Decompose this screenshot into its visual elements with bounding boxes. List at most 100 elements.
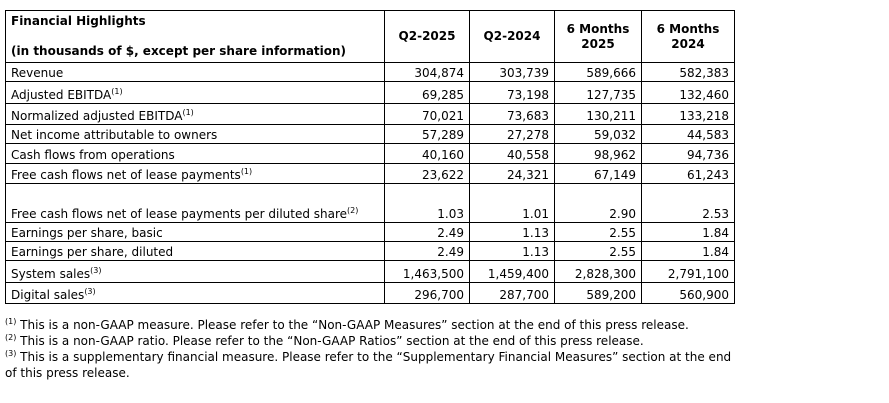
value-cell: 69,285: [384, 81, 470, 104]
value-cell: 67,149: [554, 163, 642, 184]
value-cell: 2.49: [384, 222, 470, 242]
column-header-line: 6 Months: [566, 21, 630, 36]
table-row: Earnings per share, basic 2.49 1.13 2.55 1.8…: [5, 222, 735, 242]
row-label-text: Free cash flows net of lease payments: [11, 168, 241, 182]
footnote-text: This is a non-GAAP measure. Please refer…: [20, 318, 689, 332]
header-row: Financial Highlights (in thousands of $,…: [5, 10, 735, 63]
value-cell: 59,032: [554, 124, 642, 144]
row-label-text: Net income attributable to owners: [11, 128, 218, 142]
value-cell: 560,900: [641, 282, 735, 304]
value-cell: 70,021: [384, 103, 470, 125]
value-cell: 303,739: [469, 62, 555, 82]
value-cell: 1.03: [384, 183, 470, 223]
value-cell: 2.55: [554, 241, 642, 261]
value-cell: 127,735: [554, 81, 642, 104]
footnote-marker: (3): [5, 349, 17, 358]
table-row: Earnings per share, diluted 2.49 1.13 2.55 1…: [5, 241, 735, 261]
footnote-ref: (1): [240, 167, 253, 176]
row-label: Adjusted EBITDA(1): [5, 81, 385, 104]
value-cell: 40,558: [469, 143, 555, 164]
value-cell: 589,666: [554, 62, 642, 82]
value-cell: 132,460: [641, 81, 735, 104]
footnote-marker: (1): [5, 317, 17, 326]
footnotes: (1) This is a non-GAAP measure. Please r…: [5, 317, 735, 381]
footnote: (3) This is a supplementary financial me…: [5, 349, 735, 381]
value-cell: 589,200: [554, 282, 642, 304]
value-cell: 1.84: [641, 241, 735, 261]
row-label: Earnings per share, basic: [5, 222, 385, 242]
value-cell: 582,383: [641, 62, 735, 82]
footnote: (1) This is a non-GAAP measure. Please r…: [5, 317, 735, 333]
value-cell: 130,211: [554, 103, 642, 125]
table-row: Net income attributable to owners 57,289 2…: [5, 124, 735, 144]
row-label: Revenue: [5, 62, 385, 82]
value-cell: 2.53: [641, 183, 735, 223]
row-label: Cash flows from operations: [5, 143, 385, 164]
value-cell: 94,736: [641, 143, 735, 164]
value-cell: 24,321: [469, 163, 555, 184]
value-cell: 287,700: [469, 282, 555, 304]
row-label-text: Revenue: [11, 66, 64, 80]
value-cell: 2.90: [554, 183, 642, 223]
value-cell: 1,463,500: [384, 260, 470, 283]
value-cell: 40,160: [384, 143, 470, 164]
table-row: Free cash flows net of lease payments pe…: [5, 183, 735, 223]
value-cell: 1.13: [469, 241, 555, 261]
column-header-line: 6 Months: [656, 21, 720, 36]
column-header: 6 Months 2024: [641, 10, 735, 63]
value-cell: 61,243: [641, 163, 735, 184]
value-cell: 23,622: [384, 163, 470, 184]
header-cell: Financial Highlights (in thousands of $,…: [5, 10, 385, 63]
value-cell: 133,218: [641, 103, 735, 125]
row-label: Free cash flows net of lease payments pe…: [5, 183, 385, 223]
table-subtitle: (in thousands of $, except per share inf…: [11, 44, 347, 58]
row-label-text: Normalized adjusted EBITDA: [11, 109, 183, 123]
column-header: Q2-2024: [469, 10, 555, 63]
footnote-ref: (3): [90, 266, 102, 275]
column-header-line: 2025: [581, 36, 615, 51]
value-cell: 1.84: [641, 222, 735, 242]
row-label-text: Cash flows from operations: [11, 148, 175, 162]
value-cell: 2,828,300: [554, 260, 642, 283]
value-cell: 296,700: [384, 282, 470, 304]
row-label-text: Earnings per share, basic: [11, 226, 163, 240]
column-header-line: Q2-2024: [483, 29, 541, 43]
value-cell: 1,459,400: [469, 260, 555, 283]
table-row: Adjusted EBITDA(1) 69,285 73,198 127,735 132…: [5, 81, 735, 104]
column-header: 6 Months 2025: [554, 10, 642, 63]
footnote-text: This is a non-GAAP ratio. Please refer t…: [20, 334, 644, 348]
row-label: System sales(3): [5, 260, 385, 283]
table-row: Normalized adjusted EBITDA(1) 70,021 73,68…: [5, 103, 735, 125]
footnote-text: This is a supplementary financial measur…: [5, 350, 732, 380]
value-cell: 304,874: [384, 62, 470, 82]
value-cell: 98,962: [554, 143, 642, 164]
row-label: Digital sales(3): [5, 282, 385, 304]
value-cell: 2.49: [384, 241, 470, 261]
footnote-ref: (1): [182, 108, 194, 117]
table-row: Free cash flows net of lease payments(1)…: [5, 163, 735, 184]
table-row: Revenue 304,874 303,739 589,666 582,383: [5, 62, 735, 82]
row-label: Earnings per share, diluted: [5, 241, 385, 261]
column-header: Q2-2025: [384, 10, 470, 63]
value-cell: 1.13: [469, 222, 555, 242]
footnote-ref: (3): [84, 287, 96, 296]
row-label: Net income attributable to owners: [5, 124, 385, 144]
footnote-ref: (1): [111, 87, 123, 96]
value-cell: 73,683: [469, 103, 555, 125]
row-label-text: Adjusted EBITDA: [11, 88, 112, 102]
financial-table: Financial Highlights (in thousands of $,…: [5, 10, 735, 304]
row-label: Normalized adjusted EBITDA(1): [5, 103, 385, 125]
table-row: Digital sales(3) 296,700 287,700 589,200 560…: [5, 282, 735, 304]
column-header-line: 2024: [671, 36, 705, 51]
value-cell: 44,583: [641, 124, 735, 144]
column-header-line: Q2-2025: [398, 29, 456, 43]
table-row: Cash flows from operations 40,160 40,558 98…: [5, 143, 735, 164]
row-label: Free cash flows net of lease payments(1): [5, 163, 385, 184]
value-cell: 2,791,100: [641, 260, 735, 283]
row-label-text: System sales: [11, 267, 91, 281]
table-title: Financial Highlights: [11, 14, 146, 28]
table-row: System sales(3) 1,463,500 1,459,400 2,828,3…: [5, 260, 735, 283]
row-label-text: Earnings per share, diluted: [11, 245, 174, 259]
row-label-text: Free cash flows net of lease payments pe…: [11, 207, 348, 221]
